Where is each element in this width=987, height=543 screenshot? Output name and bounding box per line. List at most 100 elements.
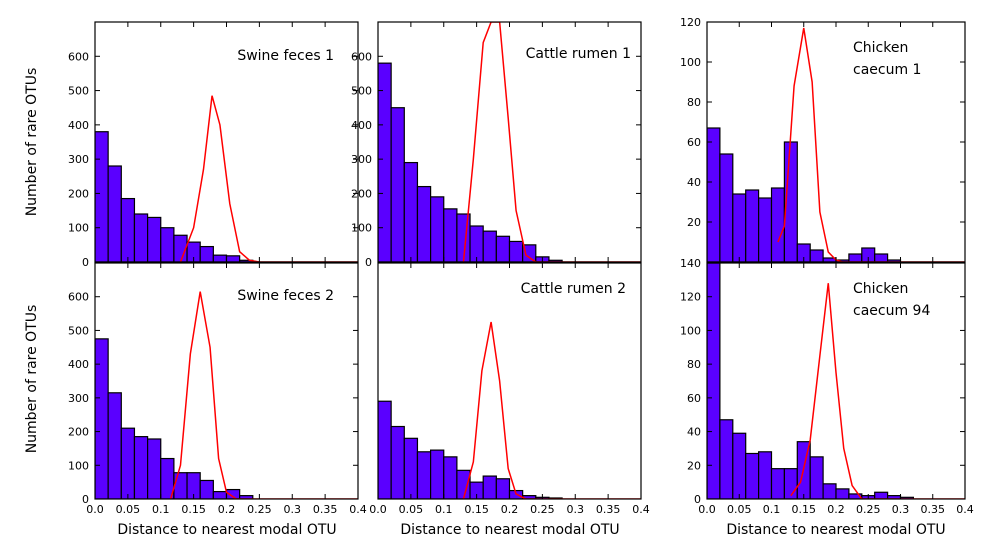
density-curve [179,95,358,262]
y-tick-label: 120 [680,291,701,304]
panel-title: Swine feces 2 [237,288,334,304]
y-tick-label: 500 [351,85,372,98]
histogram-bar [160,227,175,262]
panel-cattle1: 0 100 200 300 400 500 600 Cattle rumen 1 [351,21,642,269]
histogram-bar [147,216,162,262]
histogram-bar [133,213,149,262]
y-tick-label: 20 [687,459,701,472]
histogram-bar [770,187,785,262]
y-tick-label: 40 [687,426,701,439]
y-axis-label-top: Number of rare OTUs [24,68,40,217]
y-tick-label: 600 [68,50,89,63]
y-tick-label: 40 [687,176,701,189]
panel-title: Swine feces 1 [237,48,334,64]
x-tick-label: 0.4 [956,503,974,516]
y-tick-label: 100 [680,324,701,337]
x-axis-label-middle: Distance to nearest modal OTU [400,522,619,538]
y-tick-label: 0 [694,493,701,506]
histogram-bar [719,419,734,499]
x-tick-label: 0.2 [501,503,519,516]
panel-swine1: 0 100 200 300 400 500 600 Swine feces 1 [68,21,359,269]
histogram-bar [482,230,497,262]
density-curve [462,321,641,499]
histogram-bar [495,478,511,499]
y-tick-label: 100 [680,56,701,69]
x-tick-label: 0.0 [698,503,716,516]
histogram-bar [456,469,471,499]
panel-cattle2: 0.0 0.05 0.1 0.15 0.2 0.25 0.3 0.35 0.4 Cattle ru… [369,262,650,516]
histogram-bar [745,189,760,262]
histogram-bar [107,392,122,499]
histogram-bar [719,153,734,262]
histogram-bar [835,488,850,499]
y-tick-label: 200 [351,187,372,200]
x-tick-label: 0.2 [218,503,236,516]
y-tick-label: 80 [687,358,701,371]
x-tick-label: 0.35 [313,503,338,516]
density-curve [169,291,358,499]
histogram-bar [378,62,392,262]
y-tick-label: 60 [687,392,701,405]
x-tick-label: 0.25 [247,503,272,516]
panel-swine2: 0 100 200 300 400 500 600 0.0 0.05 0.1 0.15 0.2 0.25… [68,262,367,516]
y-tick-label: 600 [68,291,89,304]
histogram-bar [430,196,445,262]
histogram-bar [107,165,122,262]
y-tick-label: 20 [687,216,701,229]
histogram-bar [469,225,484,262]
density-curve [790,283,965,499]
y-tick-label: 100 [68,222,89,235]
y-tick-label: 0 [82,256,89,269]
x-axis-label-left: Distance to nearest modal OTU [117,522,336,538]
y-tick-label: 400 [351,119,372,132]
y-tick-label: 300 [351,153,372,166]
y-tick-label: 500 [68,85,89,98]
x-axis-label-right: Distance to nearest modal OTU [726,522,945,538]
panel-chicken94: 0 20 40 60 80 100 120 140 0.0 0.05 0.1 0.15 0.2 0.25 0… [680,257,974,516]
x-tick-label: 0.3 [567,503,585,516]
histogram-bar [147,438,162,499]
y-tick-label: 60 [687,136,701,149]
y-tick-label: 100 [351,222,372,235]
histogram-bar [732,193,747,262]
density-curve [462,22,641,262]
x-tick-label: 0.4 [349,503,367,516]
histogram-bar [508,240,524,262]
y-tick-label: 0 [82,493,89,506]
histogram-bar [390,107,405,262]
histogram-bar [95,338,109,499]
histogram-bar [120,197,136,262]
histogram-bar [495,235,511,262]
x-tick-label: 0.3 [892,503,910,516]
histogram-bar [173,472,188,499]
panel-title: Cattle rumen 1 [526,46,631,62]
y-tick-label: 200 [68,187,89,200]
histogram-bar [874,253,889,262]
histogram-bar [874,491,889,499]
panel-title: Cattle rumen 2 [521,281,626,297]
x-tick-label: 0.05 [727,503,752,516]
y-tick-label: 200 [68,426,89,439]
histogram-bar [809,249,824,262]
x-tick-label: 0.25 [530,503,555,516]
x-tick-label: 0.3 [284,503,302,516]
x-tick-label: 0.1 [763,503,781,516]
y-tick-label: 500 [68,324,89,337]
histogram-bar [757,197,773,262]
y-tick-label: 80 [687,96,701,109]
density-curve [777,27,965,262]
histogram-bar [430,449,445,499]
x-tick-label: 0.1 [435,503,453,516]
histogram-bar [809,456,824,499]
histogram-bar [403,437,419,499]
histogram-bar [225,255,241,262]
histogram-bar [212,490,228,499]
histogram-bar [133,436,149,499]
histogram-bar [482,475,497,499]
x-tick-label: 0.0 [86,503,104,516]
histogram-bar [732,432,747,499]
histogram-bar [770,468,785,499]
y-axis-label-bottom: Number of rare OTUs [24,305,40,454]
